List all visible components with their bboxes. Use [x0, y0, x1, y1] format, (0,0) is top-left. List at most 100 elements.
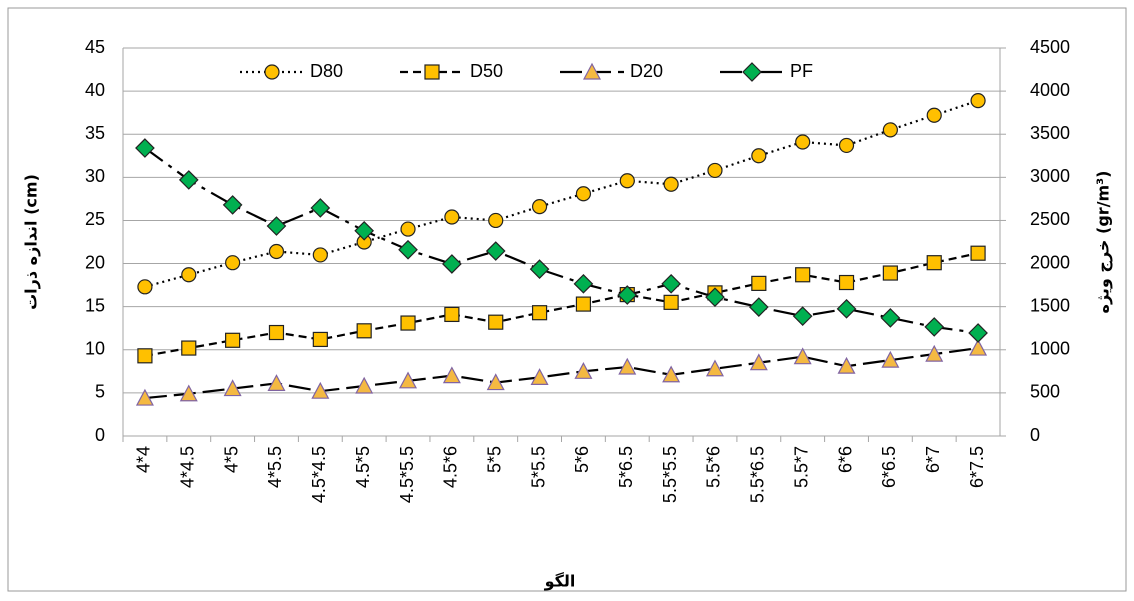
data-point	[181, 340, 197, 356]
data-point	[793, 347, 812, 365]
data-point	[310, 198, 331, 218]
legend-marker	[583, 62, 601, 80]
data-point	[488, 314, 504, 330]
data-point	[400, 315, 416, 331]
data-point	[795, 134, 811, 150]
data-point	[312, 331, 328, 348]
data-point	[222, 195, 243, 215]
data-point	[618, 357, 637, 375]
data-point	[266, 216, 287, 236]
series-line	[144, 346, 979, 400]
y2-tick-label: 4000	[1030, 80, 1070, 100]
y-tick-label: 30	[85, 166, 105, 186]
legend-label: PF	[790, 61, 813, 81]
data-point	[400, 221, 416, 237]
data-point	[751, 148, 767, 164]
data-point	[355, 376, 374, 394]
data-point	[751, 275, 767, 291]
data-point	[530, 368, 549, 385]
legend-label: D80	[310, 61, 343, 81]
data-point	[882, 122, 898, 138]
data-point	[795, 267, 811, 283]
chart-frame	[7, 7, 1127, 592]
y2-tick-label: 3000	[1030, 166, 1070, 186]
data-point	[268, 243, 285, 260]
data-point	[398, 239, 418, 260]
y2-tick-label: 500	[1030, 382, 1060, 402]
legend-marker	[742, 62, 762, 82]
x-tick-label: 5.5*5.5	[660, 446, 680, 503]
data-point	[970, 92, 986, 109]
data-point	[749, 353, 768, 371]
y-tick-label: 25	[85, 209, 105, 229]
data-point	[531, 199, 548, 215]
data-point	[792, 306, 813, 326]
data-point	[619, 173, 635, 189]
y2-tick-label: 1000	[1030, 339, 1070, 359]
y-axis-title: اندازه ذرات (cm)	[22, 174, 41, 310]
data-point	[748, 297, 769, 317]
data-point	[356, 323, 372, 339]
x-tick-label: 5.5*6.5	[748, 446, 768, 503]
data-point	[135, 388, 154, 406]
x-axis-title: الگو	[544, 572, 576, 591]
data-point	[531, 305, 548, 321]
x-tick-label: 6*7	[923, 446, 943, 473]
x-tick-label: 4*5	[221, 446, 241, 473]
y-tick-label: 5	[95, 382, 105, 402]
data-point	[529, 259, 550, 280]
x-tick-label: 6*6.5	[879, 446, 899, 488]
data-point	[663, 176, 679, 192]
legend-marker	[264, 64, 280, 80]
data-point	[662, 365, 681, 383]
x-tick-label: 5.5*6	[704, 446, 724, 488]
data-point	[661, 273, 681, 294]
data-point	[575, 296, 592, 312]
series-line	[144, 147, 979, 335]
data-point	[882, 265, 898, 281]
data-point	[311, 381, 330, 399]
y-tick-label: 15	[85, 295, 105, 315]
y2-axis-title: خرج ویژه (gr/m³)	[1094, 171, 1113, 314]
data-point	[267, 374, 286, 392]
x-tick-label: 4.5*5	[353, 446, 373, 488]
data-point	[179, 384, 198, 402]
data-point	[881, 350, 900, 368]
data-point	[836, 298, 857, 319]
data-point	[225, 255, 241, 271]
data-point	[137, 348, 153, 364]
data-point	[925, 344, 944, 362]
data-point	[268, 324, 285, 341]
data-point	[225, 332, 241, 348]
x-tick-label: 5.5*7	[791, 446, 811, 488]
data-point	[444, 209, 460, 225]
data-point	[137, 279, 153, 295]
legend-marker	[424, 64, 440, 80]
legend-label: D50	[470, 61, 503, 81]
data-point	[924, 317, 945, 337]
y-tick-label: 0	[95, 425, 105, 445]
x-tick-label: 5*5	[484, 446, 504, 473]
y2-tick-label: 2500	[1030, 209, 1070, 229]
y2-tick-label: 4500	[1030, 37, 1070, 57]
data-point	[837, 356, 856, 374]
data-point	[486, 373, 505, 391]
data-point	[705, 287, 725, 308]
data-point	[181, 267, 197, 283]
x-tick-label: 5*6	[572, 446, 592, 473]
y2-tick-label: 3500	[1030, 123, 1070, 143]
y2-tick-label: 0	[1030, 425, 1040, 445]
data-point	[707, 162, 723, 179]
data-point	[970, 245, 986, 261]
x-tick-label: 4.5*6	[441, 446, 461, 488]
x-tick-label: 6*7.5	[967, 446, 987, 488]
x-tick-label: 4.5*4.5	[309, 446, 329, 503]
x-tick-label: 5*6.5	[616, 446, 636, 488]
data-point	[399, 371, 418, 389]
data-point	[485, 241, 506, 261]
data-point	[926, 255, 942, 271]
data-point	[135, 138, 155, 158]
data-point	[969, 338, 988, 356]
y2-tick-label: 2000	[1030, 252, 1070, 272]
